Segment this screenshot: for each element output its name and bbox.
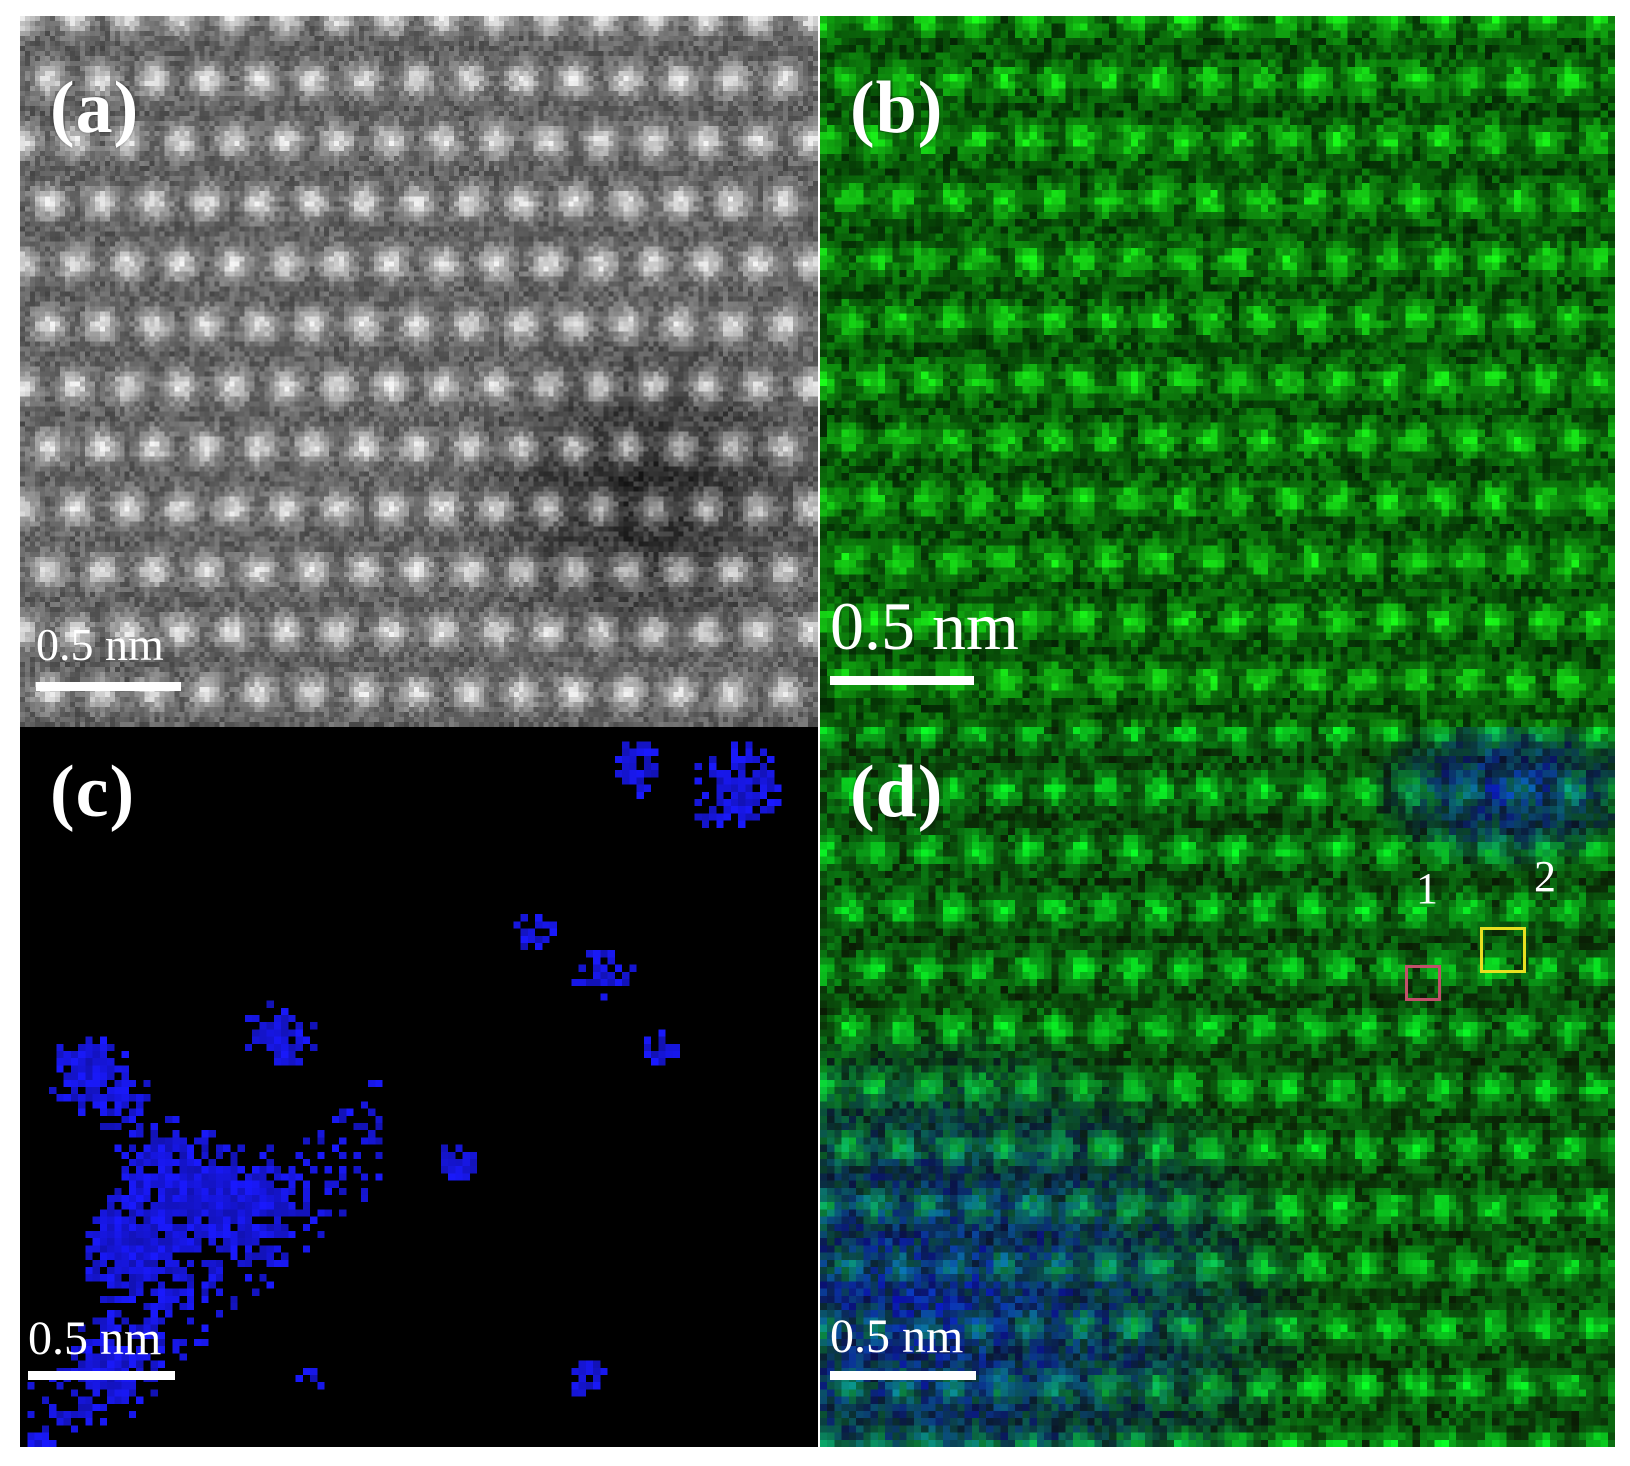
- scale-bar-label-b: 0.5 nm: [830, 588, 1019, 664]
- panel-label-d: (d): [850, 751, 944, 833]
- marker-box-1: [1405, 965, 1441, 1001]
- green-element-map: [820, 16, 1615, 727]
- panel-label-c: (c): [50, 751, 136, 833]
- overlay-map: [820, 727, 1615, 1447]
- scale-bar-label-d: 0.5 nm: [830, 1310, 964, 1363]
- green-element-map-panel: (b) 0.5 nm: [820, 16, 1615, 727]
- blue-element-map: [20, 727, 818, 1447]
- overlay-map-panel: (d) 1 2 0.5 nm: [820, 727, 1615, 1447]
- marker-label-1: 1: [1416, 864, 1438, 913]
- panel-label-a: (a): [50, 67, 140, 149]
- blue-element-map-panel: (c) 0.5 nm: [20, 727, 818, 1447]
- scale-bar-a: [36, 682, 181, 691]
- marker-label-2: 2: [1534, 852, 1556, 901]
- scale-bar-c: [28, 1371, 175, 1380]
- scale-bar-label-c: 0.5 nm: [28, 1312, 162, 1365]
- scale-bar-d: [830, 1371, 976, 1380]
- scale-bar-b: [830, 676, 974, 685]
- scale-bar-label-a: 0.5 nm: [36, 619, 164, 670]
- haadf-image: [20, 16, 818, 727]
- panel-label-b: (b): [850, 67, 944, 149]
- marker-box-2: [1480, 927, 1526, 973]
- haadf-image-panel: (a) 0.5 nm: [20, 16, 818, 727]
